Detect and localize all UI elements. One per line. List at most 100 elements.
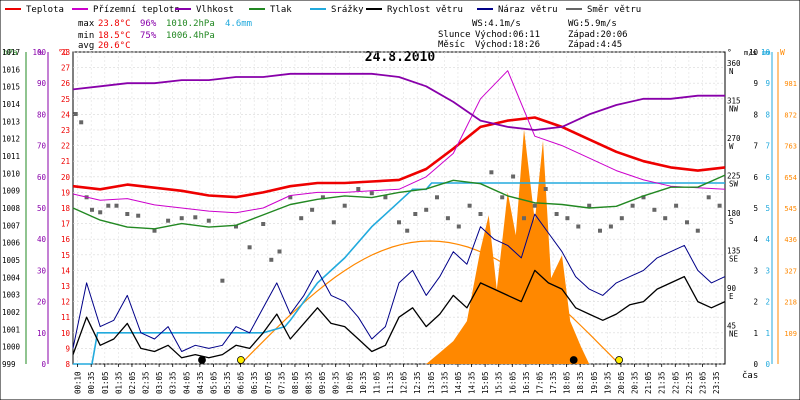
- x-tick-label: 06:05: [237, 371, 246, 394]
- axis-pressure-tick: 1002: [2, 308, 20, 317]
- x-tick-label: 05:35: [223, 371, 232, 394]
- series-direction-point: [522, 216, 526, 221]
- axis-speed-tick: 1: [753, 329, 758, 338]
- info-wind-speed: WS:4.1m/s: [472, 19, 521, 29]
- axis-direction-tick: 135: [727, 247, 741, 256]
- axis-rain-tick: 3: [765, 266, 770, 275]
- x-tick-label: 15:05: [481, 371, 490, 394]
- stats-max-temp: 23.8°C: [98, 19, 131, 29]
- x-tick-label: 22:05: [671, 371, 680, 394]
- series-direction-point: [136, 213, 141, 218]
- series-direction-point: [206, 218, 211, 223]
- legend-item-naraz: Náraz větru: [477, 5, 558, 15]
- stats-max-label: max: [78, 19, 95, 29]
- axis-humidity-tick: 50: [37, 204, 47, 213]
- series-direction-point: [478, 212, 483, 216]
- series-wind-speed-line: [72, 269, 726, 359]
- x-tick-label: 15:35: [495, 371, 504, 394]
- axis-pressure-tick: 1000: [2, 343, 21, 352]
- stats-min-label: min: [78, 31, 94, 41]
- series-direction-point: [356, 187, 361, 191]
- axis-rain-tick: 5: [765, 204, 770, 213]
- axis-speed-tick: 4: [753, 235, 758, 244]
- axis-solar-unit: W: [780, 48, 785, 57]
- axis-temperature-tick: 27: [61, 64, 70, 73]
- axis-humidity-tick: 80: [37, 110, 47, 119]
- axis-humidity-tick: 40: [37, 235, 47, 244]
- series-direction-point: [261, 222, 266, 226]
- x-tick-label: 19:35: [603, 371, 612, 394]
- series-direction-point: [630, 203, 635, 208]
- axis-speed-tick: 8: [753, 110, 758, 119]
- x-tick-label: 04:35: [196, 371, 205, 394]
- x-tick-label: 00:10: [74, 371, 83, 394]
- axis-humidity-tick: 60: [37, 173, 47, 182]
- series-direction-point: [489, 170, 494, 175]
- axis-pressure-tick: 1007: [2, 221, 20, 230]
- series-direction-point: [269, 257, 274, 262]
- axis-direction-name: N: [729, 67, 734, 76]
- axis-pressure-tick: 999: [2, 360, 16, 369]
- axis-direction-name: W: [729, 142, 734, 151]
- legend-item-teplota: Teplota: [5, 5, 64, 15]
- legend-item-rychlost: Rychlost větru: [366, 5, 463, 15]
- x-tick-label: 22:35: [685, 371, 694, 394]
- x-tick-label: 16:35: [522, 371, 531, 394]
- series-direction-point: [445, 216, 450, 221]
- axis-humidity-tick: 100: [32, 48, 46, 57]
- stats-min-humidity: 75%: [140, 31, 157, 41]
- axis-pressure-tick: 1008: [2, 204, 21, 213]
- axis-direction-tick: 180: [727, 209, 741, 218]
- series-direction-point: [79, 120, 84, 125]
- axis-temperature-tick: 16: [61, 235, 71, 244]
- stats-min-pressure: 1006.4hPa: [166, 31, 215, 41]
- series-direction-point: [397, 220, 401, 225]
- axis-temperature-tick: 11: [61, 313, 70, 322]
- x-tick-label: 04:05: [182, 371, 191, 394]
- axis-temperature-tick: 13: [61, 282, 70, 291]
- axis-solar-tick: 327: [784, 267, 797, 275]
- x-tick-label: 20:35: [631, 371, 640, 394]
- series-direction-point: [331, 220, 336, 225]
- axis-rain-tick: 10: [761, 48, 771, 57]
- x-tick-label: 19:05: [590, 371, 599, 394]
- series-direction-point: [587, 203, 592, 208]
- series-direction-point: [511, 174, 516, 179]
- x-tick-label: 13:05: [427, 371, 436, 394]
- axis-pressure-tick: 1015: [2, 83, 20, 92]
- axis-direction-tick: 270: [727, 134, 741, 143]
- info-moon-label: Měsíc: [438, 40, 465, 50]
- series-direction-point: [152, 228, 157, 233]
- axis-pressure-tick: 1012: [2, 135, 20, 144]
- x-tick-label: 09:05: [318, 371, 327, 394]
- x-tick-label: 14:35: [468, 371, 477, 394]
- axis-humidity-tick: 20: [37, 298, 47, 307]
- legend-item-smer: Směr větru: [566, 5, 641, 15]
- axis-temperature-unit: °C: [58, 48, 68, 57]
- legend: Teplota Přízemní teplota Vlhkost Tlak Srážky…: [5, 5, 641, 15]
- axis-temperature-tick: 23: [61, 126, 70, 135]
- x-tick-label: 20:05: [617, 371, 626, 394]
- legend-label-rychlost: Rychlost větru: [387, 5, 463, 15]
- axis-rain-tick: 0: [765, 360, 770, 369]
- axis-speed-tick: 10: [749, 48, 759, 57]
- axis-direction-name: S: [729, 217, 734, 226]
- series-direction-point: [652, 207, 657, 212]
- series-direction-point: [342, 203, 347, 208]
- x-tick-label: 12:35: [413, 371, 422, 394]
- astro-info: WS:4.1m/s WG:5.9m/s Slunce Východ:06:11 Zápa…: [438, 19, 628, 50]
- x-tick-label: 03:35: [169, 371, 178, 394]
- x-tick-label: 07:05: [264, 371, 273, 394]
- x-tick-label: 14:05: [454, 371, 463, 394]
- axis-pressure-tick: 1004: [2, 273, 21, 282]
- legend-label-vlhkost: Vlhkost: [196, 5, 234, 15]
- series-direction-point: [619, 216, 624, 221]
- axis-direction-tick: 90: [727, 284, 737, 293]
- series-direction-point: [565, 216, 570, 221]
- series-direction-point: [369, 191, 374, 196]
- axis-temperature-tick: 12: [61, 298, 70, 307]
- x-tick-label: 21:05: [644, 371, 653, 394]
- axis-temperature-tick: 19: [61, 188, 70, 197]
- series-direction-point: [114, 203, 119, 208]
- info-sun-set: Západ:20:06: [568, 30, 628, 40]
